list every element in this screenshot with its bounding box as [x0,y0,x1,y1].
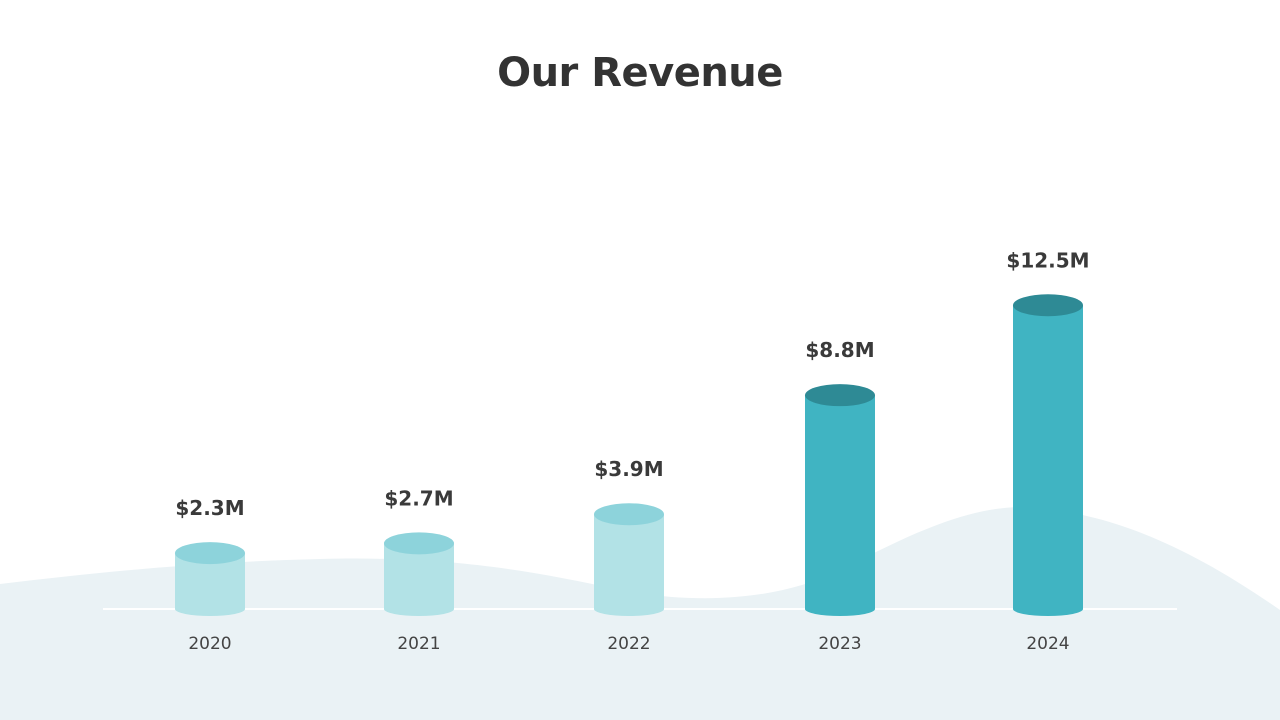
bar-2021: $2.7M 2021 [384,486,454,654]
x-tick-label: 2022 [607,634,650,654]
bar-2023-top [805,384,875,407]
data-label: $3.9M [594,457,663,481]
bar-2022: $3.9M 2022 [594,457,664,654]
bar-2023-body [805,395,875,609]
bar-2024-body [1013,305,1083,609]
data-label: $2.7M [384,486,453,510]
bar-2020: $2.3M 2020 [175,496,245,654]
x-tick-label: 2020 [188,634,231,654]
data-label: $2.3M [175,496,244,520]
bar-2022-top [594,503,664,526]
bar-2020-top [175,542,245,565]
data-label: $12.5M [1006,248,1089,272]
x-tick-label: 2024 [1026,634,1069,654]
x-tick-label: 2023 [818,634,861,654]
bar-2022-body [594,514,664,609]
bar-2024-top [1013,294,1083,317]
bar-2021-top [384,532,454,555]
chart-marks: $2.3M 2020 $2.7M 2021 $3.9M 2022 $8.8M 2023 $12.… [175,248,1090,654]
bar-2024: $12.5M 2024 [1006,248,1089,654]
data-label: $8.8M [805,338,874,362]
chart-title: Our Revenue [497,50,783,96]
bar-2023: $8.8M 2023 [805,338,875,654]
x-tick-label: 2021 [397,634,440,654]
